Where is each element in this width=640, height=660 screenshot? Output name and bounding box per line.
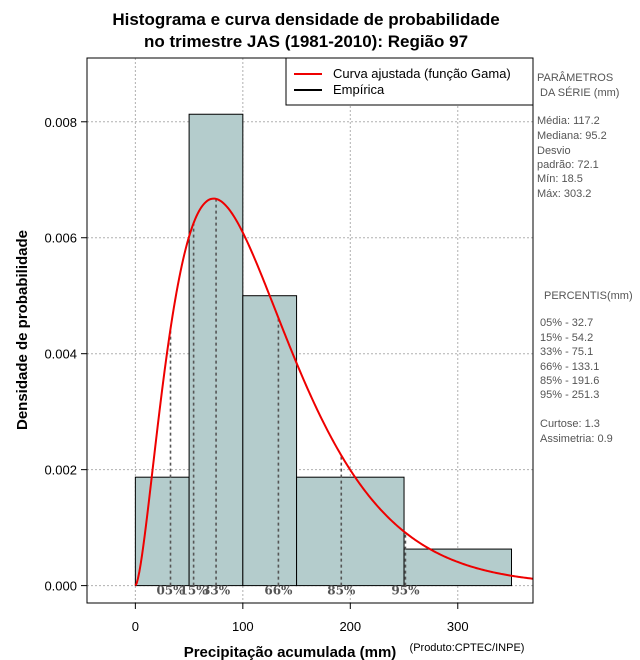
histogram-bar-2 [242, 295, 298, 587]
percentile-labels: 05%15%33% 66% 85% 95% [156, 584, 420, 598]
histogram-bar-0 [134, 476, 190, 587]
product-credit: (Produto:CPTEC/INPE) [410, 642, 525, 654]
percentil-33: 33% - 75.1 [540, 346, 593, 358]
percentis-title: PERCENTIS(mm) [544, 290, 633, 302]
percentile-label-4: 85% [327, 584, 356, 598]
histogram-bar-3 [296, 476, 405, 587]
percentile-label-0: 05% [156, 584, 185, 598]
percentil-95: 95% - 251.3 [540, 389, 599, 401]
percentile-label-5: 95% [391, 584, 420, 598]
stat-mediana: Mediana: 95.2 [537, 130, 607, 142]
percentile-label-3: 66% [264, 584, 293, 598]
y-axis-title: Densidade de probabilidade [14, 230, 31, 430]
stat-media: Média: 117.2 [537, 115, 600, 127]
y-tick-label-2: 0.004 [44, 347, 77, 362]
params-title-line-1: PARÂMETROS [537, 71, 613, 84]
y-tick-label-0: 0.000 [44, 579, 77, 594]
chart-title-line-2: no trimestre JAS (1981-2010): Região 97 [144, 32, 468, 51]
percentil-05: 05% - 32.7 [540, 317, 593, 329]
histogram-bars [134, 113, 513, 587]
x-tick-label-1: 100 [232, 619, 254, 634]
percentil-15: 15% - 54.2 [540, 332, 593, 344]
chart-title-line-1: Histograma e curva densidade de probabil… [112, 10, 499, 29]
legend-box [285, 57, 534, 106]
percentile-label-2: 33% [202, 584, 231, 598]
stat-assimetria: Assimetria: 0.9 [540, 433, 613, 445]
percentile-label-1: 15% [180, 584, 209, 598]
percentile-lines [169, 198, 407, 586]
percentil-66: 66% - 133.1 [540, 361, 599, 373]
legend: Curva ajustada (função Gama) Empírica [285, 57, 534, 106]
y-tick-label-3: 0.006 [44, 231, 77, 246]
legend-label-empirical: Empírica [333, 82, 385, 97]
legend-label-fit: Curva ajustada (função Gama) [333, 66, 511, 81]
stat-desvio-label: Desvio [537, 145, 571, 157]
y-axis-ticks: 0.000 0.002 0.004 0.006 0.008 [44, 115, 87, 594]
y-tick-label-1: 0.002 [44, 463, 77, 478]
percentil-85: 85% - 191.6 [540, 375, 599, 387]
stat-curtose: Curtose: 1.3 [540, 418, 600, 430]
gamma-fit-curve [134, 197, 534, 587]
stat-min: Mín: 18.5 [537, 173, 583, 185]
histogram-bar-4 [403, 548, 513, 587]
x-tick-label-2: 200 [339, 619, 361, 634]
x-axis-ticks: 0 100 200 300 [132, 603, 469, 634]
statistics-panel: PARÂMETROS DA SÉRIE (mm) Média: 117.2 Me… [537, 71, 633, 445]
x-axis-title: Precipitação acumulada (mm) [184, 644, 397, 660]
x-tick-label-0: 0 [132, 619, 139, 634]
x-tick-label-3: 300 [447, 619, 469, 634]
params-title-line-2: DA SÉRIE (mm) [540, 86, 619, 99]
stat-max: Máx: 303.2 [537, 188, 591, 200]
stat-desvio-value: padrão: 72.1 [537, 159, 599, 171]
y-tick-label-4: 0.008 [44, 115, 77, 130]
